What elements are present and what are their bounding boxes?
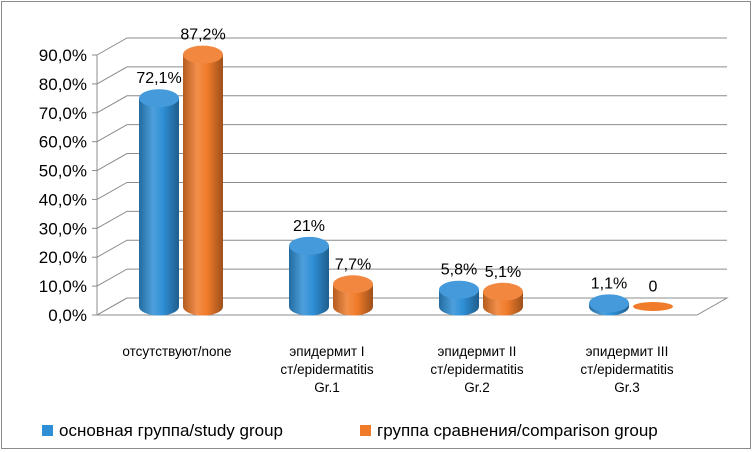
category-label: эпидермит I	[289, 344, 364, 359]
bar-body	[139, 98, 179, 316]
bar-top	[289, 236, 329, 255]
bar-top	[483, 282, 523, 301]
bar-1-0	[183, 45, 223, 316]
legend-swatch	[42, 425, 53, 436]
category-label: ст/epidermatitis	[430, 362, 523, 377]
data-label: 21%	[293, 218, 325, 235]
y-tick-label: 60,0%	[39, 133, 87, 152]
legend-swatch	[360, 425, 371, 436]
grid-line	[96, 239, 727, 258]
grid-line	[96, 153, 727, 171]
bar-top	[183, 45, 223, 64]
y-tick-label: 50,0%	[39, 162, 87, 181]
y-tick-label: 70,0%	[39, 104, 87, 123]
data-label: 1,1%	[591, 275, 627, 292]
grid-lines	[96, 37, 727, 316]
y-tick-label: 40,0%	[39, 190, 87, 209]
category-label: эпидермит III	[586, 344, 669, 359]
y-tick-label: 0,0%	[48, 306, 87, 325]
y-tick-label: 20,0%	[39, 248, 87, 267]
bar-0-2	[439, 280, 479, 316]
data-label: 5,1%	[485, 264, 521, 281]
category-label: отсутствуют/none	[122, 344, 231, 359]
bar-0-3	[589, 294, 629, 316]
bar-1-2	[483, 282, 523, 316]
bar-top	[139, 89, 179, 108]
grid-line	[96, 268, 727, 287]
y-tick-label: 30,0%	[39, 219, 87, 238]
bar-body	[333, 284, 373, 316]
y-axis: 0,0% 10,0% 20,0% 30,0% 40,0% 50,0% 60,0% 70,0% 8…	[39, 46, 97, 325]
category-label: эпидермит II	[438, 344, 517, 359]
grid-line	[96, 95, 727, 114]
bar-top	[439, 280, 479, 299]
grid-line	[96, 66, 727, 85]
data-label: 0	[649, 279, 658, 296]
legend: основная группа/study group группа сравне…	[42, 421, 658, 440]
bar-top	[589, 294, 629, 313]
bar-1-3	[633, 302, 673, 311]
bars	[139, 45, 673, 316]
legend-label: группа сравнения/comparison group	[377, 421, 658, 440]
legend-item: основная группа/study group	[42, 421, 283, 440]
x-axis: отсутствуют/none эпидермит I ст/epidermati…	[122, 344, 673, 395]
data-labels: 72,1% 87,2% 21% 7,7% 5,8% 5,1% 1,1% 0	[136, 27, 657, 296]
bar-0-0	[139, 89, 179, 316]
data-label: 5,8%	[441, 262, 477, 279]
bar-body	[289, 245, 329, 316]
bar-top	[333, 275, 373, 294]
bar-top	[633, 302, 673, 311]
category-label: Gr.1	[314, 380, 340, 395]
grid-line	[96, 124, 727, 143]
legend-label: основная группа/study group	[59, 421, 283, 440]
bar-body	[183, 54, 223, 316]
y-tick-label: 80,0%	[39, 75, 87, 94]
grid-line	[96, 37, 727, 56]
y-tick-label: 90,0%	[39, 46, 87, 65]
data-label: 7,7%	[335, 256, 371, 273]
category-label: ст/epidermatitis	[580, 362, 673, 377]
grid-line	[96, 210, 727, 229]
legend-item: группа сравнения/comparison group	[360, 421, 658, 440]
category-label: Gr.2	[464, 380, 490, 395]
data-label: 72,1%	[136, 70, 181, 87]
bar-1-1	[333, 275, 373, 316]
category-label: Gr.3	[614, 380, 640, 395]
grid-line	[96, 297, 727, 316]
data-label: 87,2%	[180, 27, 225, 44]
category-label: ст/epidermatitis	[280, 362, 373, 377]
grid-line	[96, 181, 727, 200]
bar-0-1	[289, 236, 329, 316]
y-tick-label: 10,0%	[39, 277, 87, 296]
